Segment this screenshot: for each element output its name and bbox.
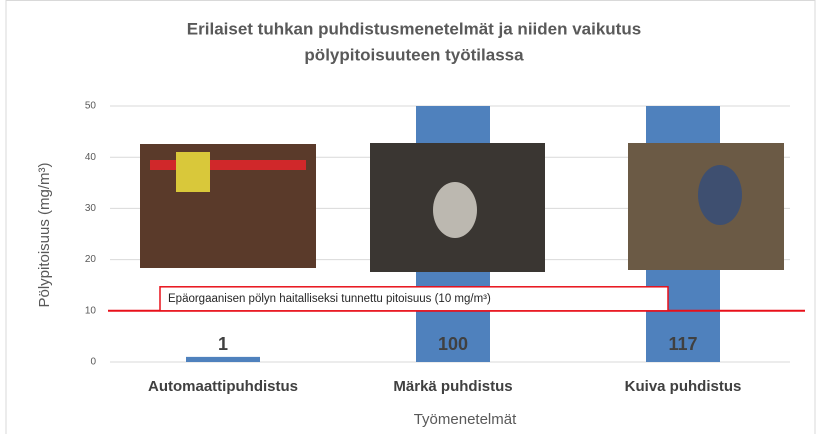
- x-axis-title: Työmenetelmät: [414, 411, 517, 428]
- photo-detail: [433, 182, 477, 238]
- y-tick-label: 30: [85, 203, 97, 214]
- chart-title: pölypitoisuuteen työtilassa: [304, 45, 524, 64]
- y-tick-label: 20: [85, 254, 97, 265]
- y-tick-label: 0: [90, 357, 96, 368]
- chart-title: Erilaiset tuhkan puhdistusmenetelmät ja …: [187, 19, 641, 38]
- x-tick-label: Märkä puhdistus: [393, 378, 512, 395]
- y-tick-label: 50: [85, 101, 97, 112]
- y-tick-label: 10: [85, 305, 97, 316]
- data-label: 100: [438, 334, 468, 354]
- reference-label: Epäorgaanisen pölyn haitalliseksi tunnet…: [168, 293, 491, 305]
- data-label: 1: [218, 334, 228, 354]
- photo-detail: [698, 165, 742, 225]
- x-tick-label: Kuiva puhdistus: [625, 378, 742, 395]
- chart: Erilaiset tuhkan puhdistusmenetelmät ja …: [0, 0, 816, 434]
- y-tick-label: 40: [85, 152, 97, 163]
- x-tick-label: Automaattipuhdistus: [148, 378, 298, 395]
- photo-detail: [176, 152, 210, 192]
- photo-detail: [150, 160, 306, 170]
- y-axis-title: Pölypitoisuus (mg/m³): [36, 162, 53, 307]
- bar: [186, 357, 260, 362]
- data-label: 117: [668, 334, 697, 354]
- photos: [140, 143, 784, 272]
